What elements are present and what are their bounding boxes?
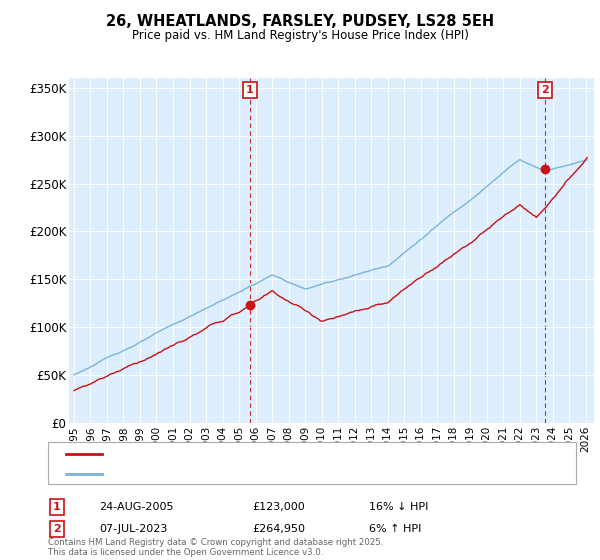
Text: 26, WHEATLANDS, FARSLEY, PUDSEY, LS28 5EH: 26, WHEATLANDS, FARSLEY, PUDSEY, LS28 5E… [106,14,494,29]
Text: 07-JUL-2023: 07-JUL-2023 [99,524,167,534]
Text: 1: 1 [246,85,254,95]
Text: 2: 2 [53,524,61,534]
Text: Contains HM Land Registry data © Crown copyright and database right 2025.
This d: Contains HM Land Registry data © Crown c… [48,538,383,557]
Text: 6% ↑ HPI: 6% ↑ HPI [369,524,421,534]
Text: 24-AUG-2005: 24-AUG-2005 [99,502,173,512]
Text: 26, WHEATLANDS, FARSLEY, PUDSEY, LS28 5EH (semi-detached house): 26, WHEATLANDS, FARSLEY, PUDSEY, LS28 5E… [108,449,479,459]
Text: £123,000: £123,000 [252,502,305,512]
Text: HPI: Average price, semi-detached house, Leeds: HPI: Average price, semi-detached house,… [108,469,360,479]
Text: 1: 1 [53,502,61,512]
Text: 2: 2 [541,85,548,95]
Text: 16% ↓ HPI: 16% ↓ HPI [369,502,428,512]
Text: £264,950: £264,950 [252,524,305,534]
Text: Price paid vs. HM Land Registry's House Price Index (HPI): Price paid vs. HM Land Registry's House … [131,29,469,42]
